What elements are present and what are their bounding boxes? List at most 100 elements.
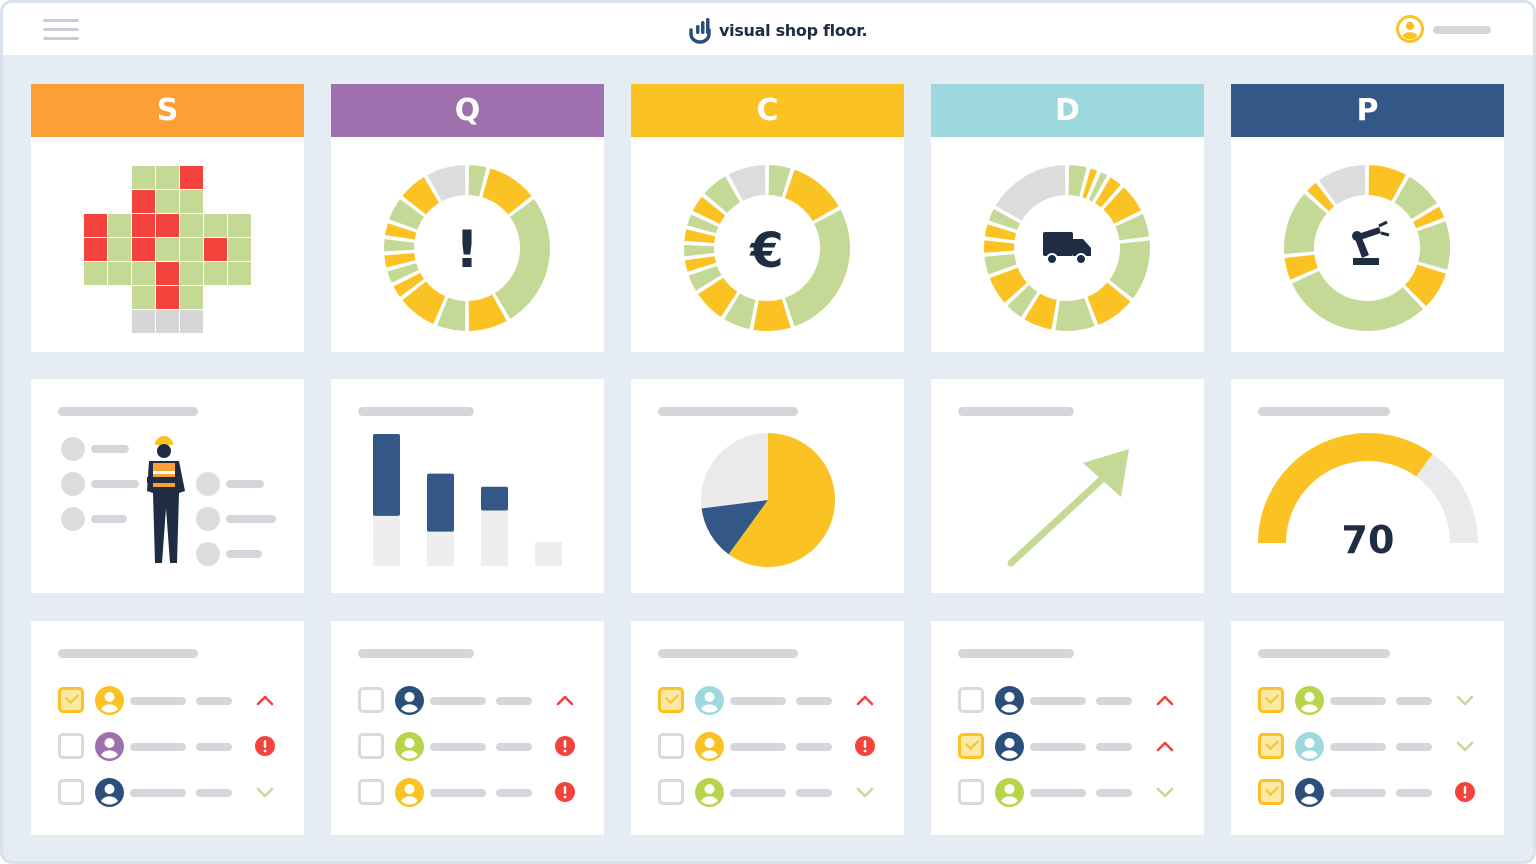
check-icon bbox=[64, 689, 80, 705]
action-checkbox[interactable] bbox=[58, 779, 84, 805]
action-checkbox[interactable] bbox=[958, 779, 984, 805]
donut-segment bbox=[992, 162, 1068, 224]
kpi-visual-card[interactable]: ! bbox=[331, 137, 604, 352]
kpi-visual-card[interactable] bbox=[931, 137, 1204, 352]
action-row[interactable] bbox=[358, 731, 578, 765]
kpi-visual-card[interactable] bbox=[1231, 137, 1504, 352]
action-row[interactable] bbox=[1258, 731, 1478, 765]
card-title-placeholder bbox=[358, 649, 474, 658]
action-row[interactable] bbox=[58, 731, 278, 765]
chart-card[interactable]: 70 bbox=[1231, 379, 1504, 593]
action-row[interactable] bbox=[958, 685, 1178, 719]
action-list-card[interactable] bbox=[31, 621, 304, 835]
donut-segment bbox=[1053, 295, 1098, 333]
gauge-fill bbox=[1258, 433, 1433, 543]
donut-segment bbox=[1004, 282, 1041, 320]
exclamation-icon: ! bbox=[382, 162, 552, 334]
action-checkbox[interactable] bbox=[658, 779, 684, 805]
person-avatar-icon bbox=[1295, 686, 1324, 715]
action-checkbox[interactable] bbox=[658, 687, 684, 713]
euro-icon: € bbox=[749, 223, 783, 279]
donut-segment bbox=[1021, 290, 1059, 332]
top-bar: visual shop floor. bbox=[3, 3, 1533, 55]
safety-day-cell bbox=[204, 214, 227, 237]
donut-segment bbox=[1282, 190, 1330, 257]
action-row[interactable] bbox=[958, 777, 1178, 811]
action-row[interactable] bbox=[358, 685, 578, 719]
safety-day-cell bbox=[108, 214, 131, 237]
action-row[interactable] bbox=[658, 685, 878, 719]
card-title-placeholder bbox=[958, 407, 1074, 416]
user-avatar-icon[interactable] bbox=[1396, 15, 1424, 43]
action-owner-placeholder bbox=[1096, 789, 1132, 797]
card-title-placeholder bbox=[958, 649, 1074, 658]
chart-card[interactable] bbox=[331, 379, 604, 593]
hamburger-menu-icon[interactable] bbox=[43, 19, 79, 41]
action-row[interactable] bbox=[1258, 685, 1478, 719]
column-header-q[interactable]: Q bbox=[331, 84, 604, 137]
alert-icon bbox=[1455, 782, 1475, 802]
chart-card[interactable] bbox=[631, 379, 904, 593]
action-checkbox[interactable] bbox=[1258, 733, 1284, 759]
action-checkbox[interactable] bbox=[1258, 779, 1284, 805]
action-list-card[interactable] bbox=[631, 621, 904, 835]
donut-segment bbox=[987, 264, 1030, 306]
team-dot bbox=[61, 472, 85, 496]
action-checkbox[interactable] bbox=[358, 779, 384, 805]
legend-bar bbox=[91, 445, 129, 453]
worker-figure bbox=[147, 436, 185, 563]
action-list-card[interactable] bbox=[331, 621, 604, 835]
chart-area bbox=[701, 433, 835, 567]
safety-day-cell bbox=[132, 214, 155, 237]
action-row[interactable] bbox=[1258, 777, 1478, 811]
column-letter: P bbox=[1356, 93, 1379, 128]
chart-card[interactable] bbox=[31, 379, 304, 593]
action-checkbox[interactable] bbox=[658, 733, 684, 759]
action-checkbox[interactable] bbox=[1258, 687, 1284, 713]
column-header-c[interactable]: C bbox=[631, 84, 904, 137]
action-text-placeholder bbox=[1030, 743, 1086, 751]
user-name-placeholder bbox=[1433, 26, 1491, 34]
action-checkbox[interactable] bbox=[958, 687, 984, 713]
card-title-placeholder bbox=[658, 407, 798, 416]
kpi-visual-card[interactable]: € bbox=[631, 137, 904, 352]
chart-card[interactable] bbox=[931, 379, 1204, 593]
action-row[interactable] bbox=[58, 685, 278, 719]
safety-day-cell bbox=[132, 310, 155, 333]
donut-segment bbox=[1402, 262, 1449, 310]
action-text-placeholder bbox=[130, 789, 186, 797]
column-header-s[interactable]: S bbox=[31, 84, 304, 137]
action-owner-placeholder bbox=[196, 743, 232, 751]
action-checkbox[interactable] bbox=[58, 687, 84, 713]
donut-segment bbox=[1079, 165, 1100, 202]
action-checkbox[interactable] bbox=[358, 733, 384, 759]
column-header-d[interactable]: D bbox=[931, 84, 1204, 137]
action-list-card[interactable] bbox=[1231, 621, 1504, 835]
check-down-icon bbox=[1456, 741, 1474, 752]
action-text-placeholder bbox=[1330, 743, 1386, 751]
column-letter: S bbox=[156, 93, 179, 128]
action-owner-placeholder bbox=[496, 697, 532, 705]
action-list-card[interactable] bbox=[931, 621, 1204, 835]
safety-day-cell bbox=[180, 190, 203, 213]
action-checkbox[interactable] bbox=[358, 687, 384, 713]
action-row[interactable] bbox=[58, 777, 278, 811]
action-checkbox[interactable] bbox=[958, 733, 984, 759]
safety-day-cell bbox=[228, 238, 251, 261]
action-row[interactable] bbox=[958, 731, 1178, 765]
gauge-value: 70 bbox=[1342, 518, 1395, 562]
action-row[interactable] bbox=[658, 777, 878, 811]
exclamation-icon: ! bbox=[455, 220, 479, 280]
action-row[interactable] bbox=[658, 731, 878, 765]
action-row[interactable] bbox=[358, 777, 578, 811]
action-text-placeholder bbox=[1330, 697, 1386, 705]
column-letter: D bbox=[1055, 93, 1080, 128]
check-down-icon bbox=[256, 787, 274, 798]
euro-icon: € bbox=[682, 162, 852, 333]
action-owner-placeholder bbox=[1396, 697, 1432, 705]
column-header-p[interactable]: P bbox=[1231, 84, 1504, 137]
kpi-visual-card[interactable] bbox=[31, 137, 304, 352]
action-checkbox[interactable] bbox=[58, 733, 84, 759]
person-avatar-icon bbox=[695, 686, 724, 715]
safety-cross-grid bbox=[84, 166, 251, 333]
